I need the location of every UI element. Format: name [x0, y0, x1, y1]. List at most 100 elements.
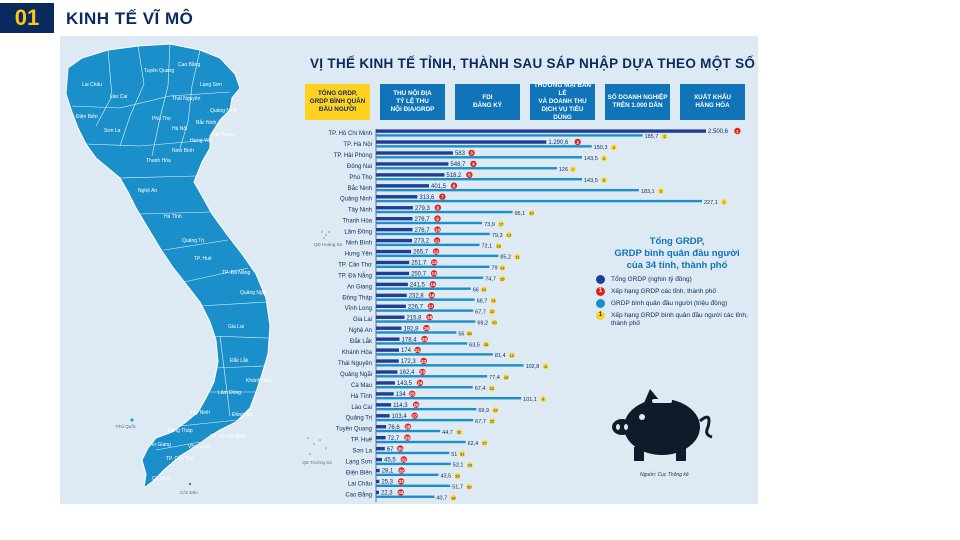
per-capita-bar [376, 199, 702, 203]
grdp-bar [376, 304, 406, 308]
per-capita-bar [376, 145, 592, 148]
map-label: Lai Châu [82, 82, 102, 88]
per-capita-value-label: 56 [458, 331, 464, 337]
category-label: TP. Cần Thơ [338, 262, 372, 268]
grdp-value-label: 273,2 [414, 239, 430, 245]
per-capita-bar [376, 232, 490, 236]
per-capita-rank-label: 7 [572, 167, 575, 172]
per-capita-rank-badge [466, 484, 473, 490]
category-label: Quảng Ninh [340, 197, 372, 203]
per-capita-rank-badge [488, 385, 495, 392]
per-capita-bar [376, 254, 499, 258]
grdp-rank-label: 22 [421, 359, 427, 364]
grdp-bar [376, 151, 453, 155]
piggy-bank-icon [612, 389, 713, 461]
per-capita-rank-label: 27 [482, 441, 487, 446]
grdp-rank-badge [397, 489, 404, 496]
tab-grdp[interactable]: TỔNG GRDP, GRDP BÌNH QUÂN ĐẦU NGƯỜI [305, 84, 370, 120]
category-label: Đồng Nai [347, 164, 372, 170]
grdp-rank-label: 2 [576, 140, 579, 145]
category-label: Nghệ An [349, 328, 372, 334]
grdp-rank-label: 25 [410, 392, 416, 397]
map-label: Hải Phòng [212, 132, 236, 138]
grdp-bar [376, 348, 399, 352]
legend-item-grdp: Tổng GRDP (nghìn tỷ đồng) [596, 275, 758, 284]
map-label: Điện Biên [76, 114, 98, 120]
category-label: Thanh Hóa [342, 219, 372, 225]
category-label: Điện Biên [346, 470, 372, 476]
per-capita-value-label: 67,7 [475, 309, 486, 315]
category-label: Phú Thọ [349, 175, 372, 181]
grdp-bar [376, 479, 380, 484]
grdp-value-label: 518,2 [446, 173, 462, 179]
per-capita-value-label: 95,1 [515, 211, 526, 217]
category-label: Khánh Hòa [342, 350, 373, 356]
map-label: Phú Thọ [152, 116, 171, 122]
grdp-value-label: 548,7 [450, 162, 466, 168]
per-capita-rank-label: 16 [500, 276, 505, 281]
per-capita-bar [376, 429, 441, 433]
per-capita-bar [376, 156, 582, 159]
map-label: Nghệ An [138, 188, 157, 194]
per-capita-rank-badge [499, 265, 506, 271]
map-label: Lạng Sơn [200, 82, 222, 88]
per-capita-value-label: 63,5 [469, 342, 480, 348]
tab-xuat-khau[interactable]: XUẤT KHẨU HÀNG HÓA [680, 84, 745, 120]
section-title: KINH TẾ VĨ MÔ [66, 9, 194, 28]
per-capita-rank-label: 1 [723, 200, 726, 205]
per-capita-rank-badge [481, 440, 488, 446]
per-capita-rank-label: 29 [468, 462, 473, 467]
per-capita-rank-label: 20 [492, 320, 497, 325]
grdp-rank-badge [420, 357, 427, 365]
grdp-bar [376, 425, 387, 429]
grdp-value-label: 162,4 [399, 370, 415, 376]
tab-doanh-nghiep[interactable]: SỐ DOANH NGHIỆP TRÊN 1.000 DÂN [605, 84, 670, 120]
grdp-bar [376, 293, 407, 298]
grdp-bar [376, 227, 413, 232]
category-label: TP. Hồ Chí Minh [328, 131, 372, 137]
category-label: TP. Hà Nội [343, 142, 372, 148]
grdp-value-label: 134 [396, 392, 407, 398]
category-label: Lào Cai [351, 405, 372, 411]
tab-thuong-mai[interactable]: THƯƠNG MẠI BÁN LẺ VÀ DOANH THU DỊCH VỤ T… [530, 82, 595, 121]
grdp-rank-label: 28 [405, 424, 411, 429]
per-capita-value-label: 73,9 [484, 222, 495, 228]
map-label: TP. Huế [194, 256, 212, 262]
per-capita-bar [376, 484, 451, 487]
category-label: Thái Nguyên [338, 361, 372, 367]
per-capita-rank-badge [492, 407, 499, 413]
map-label: Hà Nội [172, 126, 187, 132]
grdp-rank-badge [409, 390, 416, 397]
grdp-rank-label: 17 [428, 304, 434, 309]
legend-item-per-capita: GRDP bình quân đầu người (triệu đồng) [596, 299, 758, 308]
grdp-bar [376, 315, 405, 319]
grdp-value-label: 232,8 [409, 293, 425, 299]
per-capita-value-label: 81,4 [495, 353, 506, 359]
per-capita-value-label: 143,5 [584, 178, 598, 184]
grdp-value-label: 72,7 [388, 436, 400, 442]
tab-thu-noi-dia[interactable]: THU NỘI ĐỊA TỶ LỆ THU NỘI ĐỊA/GRDP [380, 84, 445, 120]
grdp-value-label: 28,1 [382, 469, 394, 475]
per-capita-value-label: 67,4 [475, 386, 486, 392]
category-label: Lâm Đồng [344, 230, 372, 236]
per-capita-bar [376, 298, 475, 301]
grdp-value-label: 265,7 [413, 250, 429, 256]
grdp-rank-badge [397, 445, 404, 452]
category-label: Hà Tĩnh [351, 394, 372, 400]
per-capita-bar [376, 353, 493, 356]
grdp-rank-badge [400, 456, 408, 463]
per-capita-rank-label: 5 [603, 156, 606, 161]
category-label: TP. Đà Nẵng [338, 272, 372, 279]
per-capita-value-label: 126 [559, 167, 568, 173]
grdp-bar [376, 282, 408, 287]
per-capita-rank-label: 13 [507, 232, 512, 237]
per-capita-rank-label: 12 [510, 353, 515, 358]
grdp-rank-badge [466, 171, 473, 178]
grdp-rank-label: 23 [420, 370, 426, 375]
tab-fdi[interactable]: FDI ĐĂNG KÝ [455, 84, 520, 120]
per-capita-value-label: 66 [473, 288, 479, 294]
per-capita-rank-label: 32 [457, 430, 462, 435]
category-label: Ninh Bình [346, 241, 372, 247]
per-capita-rank-badge [528, 210, 535, 216]
grdp-rank-badge [423, 324, 430, 332]
